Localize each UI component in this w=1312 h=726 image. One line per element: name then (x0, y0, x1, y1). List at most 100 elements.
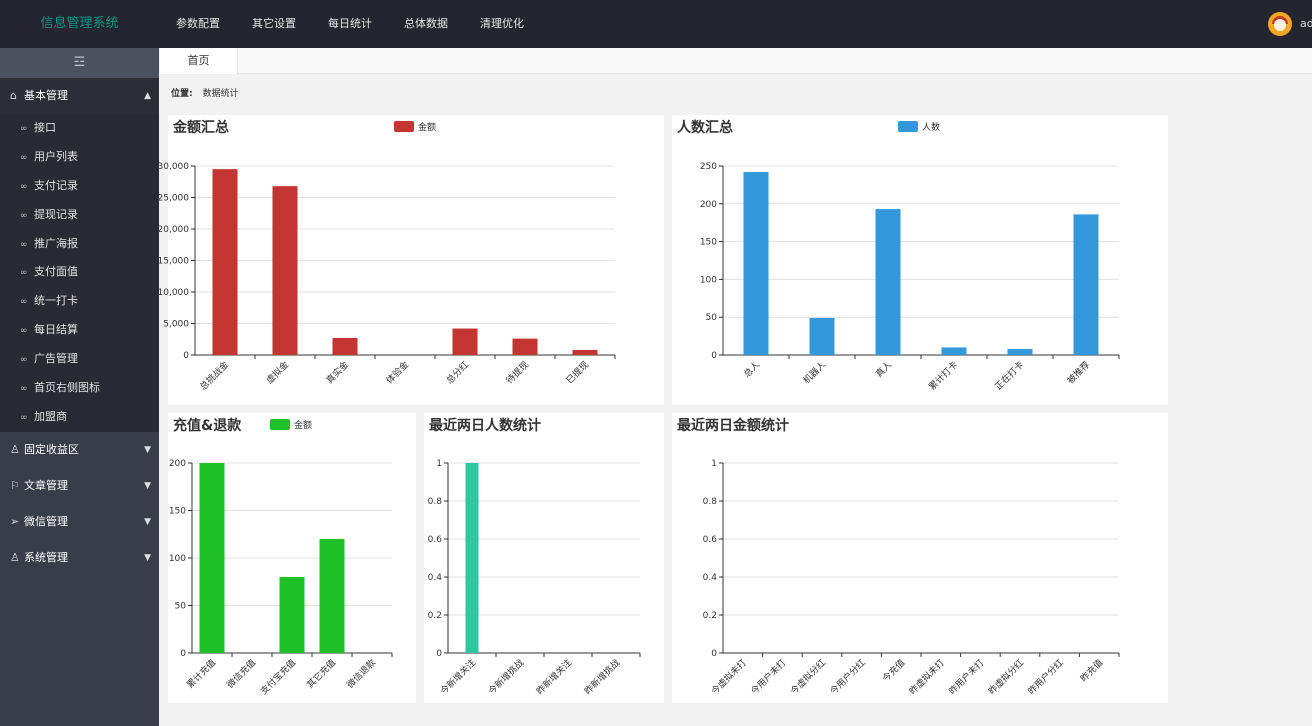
sidebar-item-daily-settlement[interactable]: ∞ 每日结算 (0, 316, 159, 345)
y-tick-label: 200 (169, 459, 186, 469)
y-tick-label: 0 (183, 351, 189, 361)
sidebar-item-payment-values[interactable]: ∞ 支付面值 (0, 258, 159, 287)
y-tick-label: 50 (706, 313, 718, 323)
sidebar-item-user-list[interactable]: ∞ 用户列表 (0, 143, 159, 172)
y-tick-label: 100 (700, 275, 717, 285)
bar (1073, 214, 1099, 355)
bar (319, 539, 345, 653)
avatar[interactable] (1268, 12, 1292, 36)
x-tick-label: 今用户未打 (748, 657, 788, 697)
sidebar-item-payment-records[interactable]: ∞ 支付记录 (0, 172, 159, 201)
sidebar-item-interface[interactable]: ∞ 接口 (0, 114, 159, 143)
x-tick-label: 昨用户未打 (946, 657, 986, 697)
legend-label: 人数 (922, 123, 941, 133)
x-tick-label: 今虚拟分红 (788, 657, 828, 697)
chart-panel-people-summary: 0 50 100 150 200 250 总人 机器人 真人 累计打卡 正在打卡 被推荐 人数汇总 人… (672, 115, 1168, 405)
chevron-down-icon: ▼ (144, 480, 151, 491)
x-tick-label: 真人 (873, 359, 894, 380)
home-icon: ⌂ (10, 89, 17, 102)
bar (941, 347, 967, 355)
link-icon: ∞ (20, 384, 28, 395)
username[interactable]: ad (1300, 17, 1312, 30)
bar (572, 349, 598, 355)
link-icon: ∞ (20, 152, 28, 163)
sidebar-group-wechat[interactable]: ➢ 微信管理 ▼ (0, 504, 159, 540)
bar (465, 463, 479, 653)
chart-title: 充值&退款 (173, 418, 242, 434)
top-nav: 参数配置 其它设置 每日统计 总体数据 清理优化 (160, 0, 540, 48)
topnav-params[interactable]: 参数配置 (176, 17, 220, 30)
sidebar-item-withdraw-records[interactable]: ∞ 提现记录 (0, 201, 159, 230)
sidebar-group-label: 固定收益区 (24, 442, 79, 456)
user-icon: ♙ (10, 550, 20, 564)
x-tick-label: 今新增关注 (438, 657, 478, 697)
chevron-down-icon: ▼ (144, 516, 151, 527)
sidebar: ☲ ⌂ 基本管理 ▲ ∞ 接口 ∞ 用户列表 ∞ 支付记录 ∞ 提现记录 ∞ 推广海报 ∞ 支… (0, 48, 159, 726)
topnav-cleanup[interactable]: 清理优化 (480, 17, 524, 30)
sidebar-toggle-icon[interactable]: ☲ (0, 48, 159, 78)
sidebar-group-basic[interactable]: ⌂ 基本管理 ▲ (0, 78, 159, 114)
tab-home[interactable]: 首页 (160, 48, 238, 74)
x-tick-label: 待提现 (504, 359, 532, 387)
x-tick-label: 支付宝充值 (258, 657, 298, 697)
bar (512, 338, 538, 355)
y-tick-label: 150 (169, 507, 186, 517)
y-tick-label: 5,000 (163, 320, 189, 330)
chart-title: 最近两日人数统计 (429, 418, 541, 434)
legend-swatch (898, 121, 918, 132)
sidebar-group-system[interactable]: ♙ 系统管理 ▼ (0, 540, 159, 576)
link-icon: ∞ (20, 181, 28, 192)
bar (743, 172, 769, 355)
x-tick-label: 累计打卡 (926, 359, 960, 393)
bar (279, 577, 305, 653)
sidebar-item-home-right-icons[interactable]: ∞ 首页右侧图标 (0, 374, 159, 403)
y-tick-label: 250 (700, 162, 717, 172)
y-tick-label: 20,000 (158, 225, 190, 235)
sidebar-group-label: 文章管理 (24, 478, 68, 492)
sidebar-item-ad-management[interactable]: ∞ 广告管理 (0, 345, 159, 374)
topnav-overall-data[interactable]: 总体数据 (404, 17, 448, 30)
x-tick-label: 今充值 (880, 657, 908, 685)
x-tick-label: 昨新增挑战 (582, 657, 622, 697)
x-tick-label: 虚拟金 (264, 359, 292, 387)
sidebar-group-articles[interactable]: ⚐ 文章管理 ▼ (0, 468, 159, 504)
sidebar-submenu-basic: ∞ 接口 ∞ 用户列表 ∞ 支付记录 ∞ 提现记录 ∞ 推广海报 ∞ 支付面值 ∞ 统一打卡 … (0, 114, 159, 432)
x-tick-label: 昨新增关注 (534, 657, 574, 697)
x-tick-label: 其它充值 (304, 657, 338, 691)
sidebar-item-label: 支付记录 (34, 178, 78, 192)
chart-legend[interactable]: 金额 (394, 120, 436, 133)
y-tick-label: 1 (436, 459, 442, 469)
x-tick-label: 已提现 (564, 359, 591, 386)
y-tick-label: 15,000 (158, 257, 190, 267)
link-icon: ∞ (20, 239, 28, 250)
y-tick-label: 0.8 (428, 497, 443, 507)
y-tick-label: 0 (180, 649, 186, 659)
chart-recharge-refund: 0 50 100 150 200 累计充值 微信充值 支付宝充值 其它充值 微信退款 (169, 459, 393, 697)
sidebar-item-franchisee[interactable]: ∞ 加盟商 (0, 403, 159, 432)
sidebar-item-label: 首页右侧图标 (34, 381, 100, 395)
sidebar-item-unified-checkin[interactable]: ∞ 统一打卡 (0, 287, 159, 316)
chart-recent-people: 0 0.2 0.4 0.6 0.8 1 今新增关注 今新增挑战 昨新增关注 昨新增挑战 (428, 459, 641, 697)
y-tick-label: 50 (175, 602, 187, 612)
bar (272, 186, 298, 355)
x-tick-label: 总分红 (444, 359, 472, 387)
x-tick-label: 真实金 (324, 359, 352, 387)
chart-legend[interactable]: 人数 (898, 120, 940, 133)
x-tick-label: 今用户分红 (827, 657, 867, 697)
sidebar-group-fixed-income[interactable]: ♙ 固定收益区 ▼ (0, 432, 159, 468)
y-tick-label: 1 (711, 459, 717, 469)
topnav-other-settings[interactable]: 其它设置 (252, 17, 296, 30)
sidebar-item-promo-poster[interactable]: ∞ 推广海报 (0, 230, 159, 259)
link-icon: ∞ (20, 297, 28, 308)
bar (332, 337, 358, 355)
chart-legend[interactable]: 金额 (270, 418, 312, 431)
x-tick-label: 总人 (741, 359, 762, 380)
bar (875, 209, 901, 355)
sidebar-group-label: 基本管理 (24, 89, 68, 102)
app-logo-title[interactable]: 信息管理系统 (40, 16, 119, 31)
y-tick-label: 0 (711, 351, 717, 361)
sidebar-group-label: 系统管理 (24, 550, 68, 564)
topnav-daily-stats[interactable]: 每日统计 (328, 17, 372, 30)
sidebar-item-label: 接口 (34, 121, 56, 134)
